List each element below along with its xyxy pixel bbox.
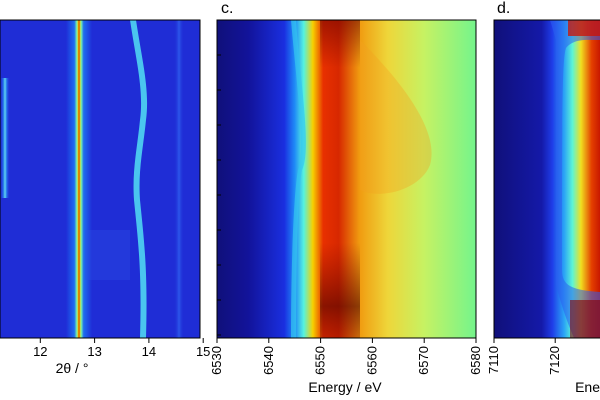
heatmap-d-edge-shift [550,20,600,338]
heatmap-b-texture [85,230,130,280]
heatmap-c-midband [360,40,432,194]
heatmap-c-edge-bulge [291,20,306,338]
heatmap-b-feature-2 [66,20,92,338]
panel-b-x-tick-label: 12 [33,344,47,359]
heatmap-b-feature-3 [130,20,148,338]
heatmap-d-background [494,20,600,338]
panel-c-x-tick-label: 6560 [364,346,379,375]
panel-d-x-ticks: 711071207130 [486,338,562,375]
panel-b-x-tick-label: 15 [196,344,210,359]
heatmap-b-feature-4 [174,20,184,338]
panel-c-x-tick-label: 6580 [468,346,483,375]
panel-c-y-ticks [217,54,221,336]
panel-c-x-tick-label: 6530 [209,346,224,375]
panel-b-x-label: 2θ / ° [56,360,89,376]
panel-c-label: c. [221,0,233,17]
panel-b-x-ticks: 12 13 14 15 [33,338,210,359]
heatmap-d-hot-bottom [570,300,600,338]
heatmap-d-hot-top [568,20,600,36]
heatmap-c-dark-overlay [320,20,360,338]
panel-d-frame [493,19,600,339]
panel-c-x-ticks: 6530 6540 6550 6560 6570 6580 [209,338,483,375]
panel-d [494,20,600,338]
heatmap-b-background [0,20,200,338]
panel-c [217,20,476,338]
panel-b-x-tick-label: 13 [87,344,101,359]
panel-c-x-tick-label: 6550 [313,346,328,375]
panel-b-x-tick-label: 14 [142,344,156,359]
panel-b [0,20,200,338]
heatmap-b-feature-1 [0,78,10,198]
panel-c-x-tick-label: 6570 [416,346,431,375]
panel-d-x-label: Ene [575,379,600,395]
panel-d-label: d. [497,0,510,17]
panel-d-x-tick-label: 7110 [486,346,501,374]
panel-c-x-label: Energy / eV [308,379,382,395]
panel-b-frame [0,19,201,339]
panel-d-x-tick-label: 7120 [547,346,562,375]
panel-c-x-tick-label: 6540 [261,346,276,375]
panel-c-frame [216,19,477,339]
